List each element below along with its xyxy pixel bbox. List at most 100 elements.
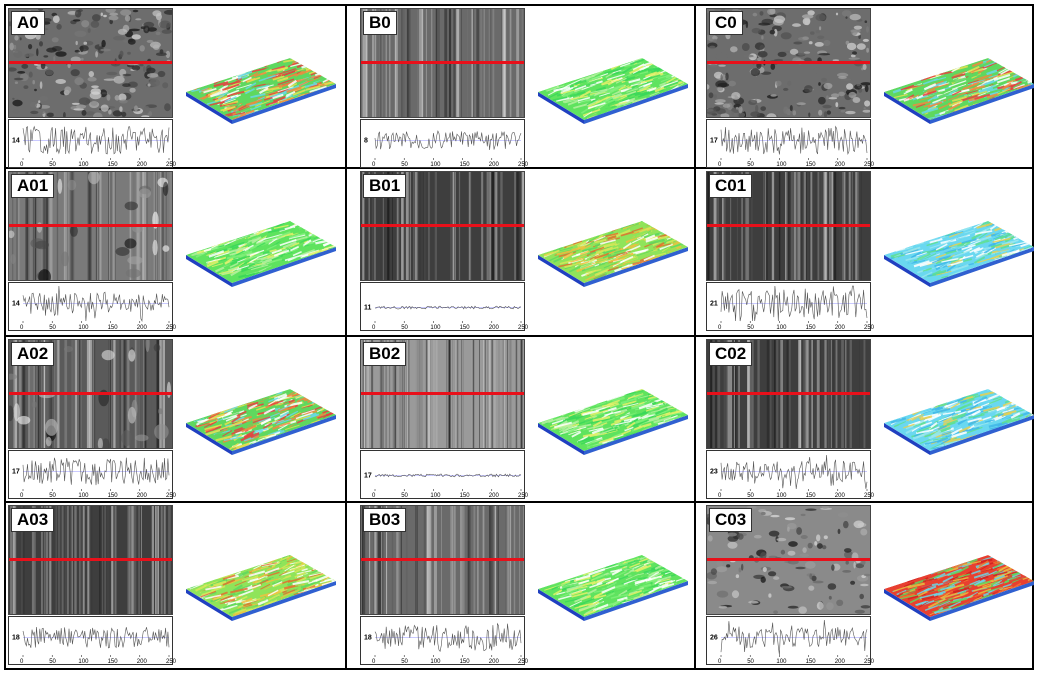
profile-x-tick: 250: [166, 162, 177, 168]
profile-x-tick: 50: [49, 325, 56, 331]
panel-b02: B02 17 0 50 100 150 200 250: [360, 339, 688, 499]
sem-image: C01: [706, 171, 871, 281]
panel-c02: C02 23 0 50 100 150 200 250: [706, 339, 1034, 499]
frame-top: [4, 4, 1034, 6]
panel-label: B0: [363, 11, 397, 35]
divider-row-3: [4, 501, 1034, 503]
profile-x-tick: 200: [489, 325, 500, 331]
panel-label: C0: [709, 11, 743, 35]
roughness-profile: 23 0 50 100 150 200 250: [706, 450, 875, 499]
profile-x-tick: 150: [806, 162, 817, 168]
profile-x-tick: 150: [806, 493, 817, 499]
profile-x-tick: 200: [489, 493, 500, 499]
profile-x-tick: 50: [49, 162, 56, 168]
profile-x-tick: 200: [137, 493, 148, 499]
profile-x-tick: 50: [49, 659, 56, 665]
profile-x-tick: 150: [806, 659, 817, 665]
profile-x-tick: 250: [518, 659, 529, 665]
profile-x-tick: 250: [864, 659, 875, 665]
profile-y-label: 18: [12, 635, 20, 642]
panel-label: B01: [363, 174, 407, 198]
roughness-profile: 17 0 50 100 150 200 250: [8, 450, 177, 499]
frame-right: [1032, 4, 1034, 670]
profile-x-tick: 100: [430, 659, 441, 665]
profile-x-tick: 100: [776, 325, 787, 331]
profile-y-label: 17: [710, 138, 718, 145]
frame-left: [4, 4, 6, 670]
surface-3d-map: [178, 207, 340, 296]
profile-x-tick: 0: [718, 659, 722, 665]
panel-label: A03: [11, 508, 55, 532]
roughness-profile: 17 0 50 100 150 200 250: [360, 450, 529, 499]
profile-x-tick: 0: [20, 659, 24, 665]
sem-image: B0: [360, 8, 525, 118]
scan-line: [361, 558, 524, 561]
profile-x-tick: 50: [747, 659, 754, 665]
panel-label: C01: [709, 174, 753, 198]
profile-y-label: 14: [12, 301, 20, 308]
roughness-profile: 21 0 50 100 150 200 250: [706, 282, 875, 331]
profile-x-tick: 0: [20, 162, 24, 168]
surface-3d-map: [530, 207, 692, 296]
sem-image: B02: [360, 339, 525, 449]
sem-image: B01: [360, 171, 525, 281]
scan-line: [361, 61, 524, 64]
profile-x-tick: 100: [430, 325, 441, 331]
profile-y-label: 17: [364, 473, 372, 480]
panel-label: B03: [363, 508, 407, 532]
profile-x-tick: 100: [430, 493, 441, 499]
profile-x-tick: 150: [460, 659, 471, 665]
profile-x-tick: 250: [166, 659, 177, 665]
scan-line: [707, 392, 870, 395]
sem-image: A01: [8, 171, 173, 281]
profile-x-tick: 0: [718, 493, 722, 499]
profile-x-tick: 150: [108, 493, 119, 499]
panel-a03: A03 18 0 50 100 150 200 250: [8, 505, 336, 665]
surface-3d-map: [876, 541, 1038, 630]
profile-y-label: 26: [710, 635, 718, 642]
profile-x-tick: 0: [372, 325, 376, 331]
scan-line: [707, 61, 870, 64]
profile-x-tick: 200: [489, 659, 500, 665]
scan-line: [361, 224, 524, 227]
profile-x-tick: 50: [401, 659, 408, 665]
profile-x-tick: 150: [460, 325, 471, 331]
profile-x-tick: 200: [835, 162, 846, 168]
surface-3d-map: [876, 207, 1038, 296]
roughness-profile: 11 0 50 100 150 200 250: [360, 282, 529, 331]
scan-line: [9, 558, 172, 561]
profile-x-tick: 50: [401, 325, 408, 331]
scan-line: [9, 392, 172, 395]
profile-y-label: 21: [710, 301, 718, 308]
profile-x-tick: 250: [166, 493, 177, 499]
profile-x-tick: 50: [747, 325, 754, 331]
profile-x-tick: 50: [49, 493, 56, 499]
profile-x-tick: 250: [518, 325, 529, 331]
scan-line: [707, 558, 870, 561]
profile-x-tick: 250: [864, 162, 875, 168]
surface-3d-map: [178, 44, 340, 133]
profile-x-tick: 100: [776, 659, 787, 665]
profile-x-tick: 100: [776, 493, 787, 499]
panel-b03: B03 18 0 50 100 150 200 250: [360, 505, 688, 665]
profile-x-tick: 0: [718, 325, 722, 331]
profile-x-tick: 100: [78, 162, 89, 168]
sem-image: C03: [706, 505, 871, 615]
profile-x-tick: 200: [137, 162, 148, 168]
panel-c01: C01 21 0 50 100 150 200 250: [706, 171, 1034, 331]
panel-c0: C0 17 0 50 100 150 200 250: [706, 8, 1034, 168]
profile-x-tick: 150: [460, 162, 471, 168]
sem-image: A03: [8, 505, 173, 615]
profile-y-label: 18: [364, 635, 372, 642]
roughness-profile: 26 0 50 100 150 200 250: [706, 616, 875, 665]
scan-line: [361, 392, 524, 395]
panel-label: A0: [11, 11, 45, 35]
profile-x-tick: 250: [518, 162, 529, 168]
profile-x-tick: 200: [835, 325, 846, 331]
profile-x-tick: 100: [78, 493, 89, 499]
panel-a02: A02 17 0 50 100 150 200 250: [8, 339, 336, 499]
divider-col-2: [694, 4, 696, 670]
panel-a0: A0 14 0 50 100 150 200 250: [8, 8, 336, 168]
profile-x-tick: 0: [20, 493, 24, 499]
